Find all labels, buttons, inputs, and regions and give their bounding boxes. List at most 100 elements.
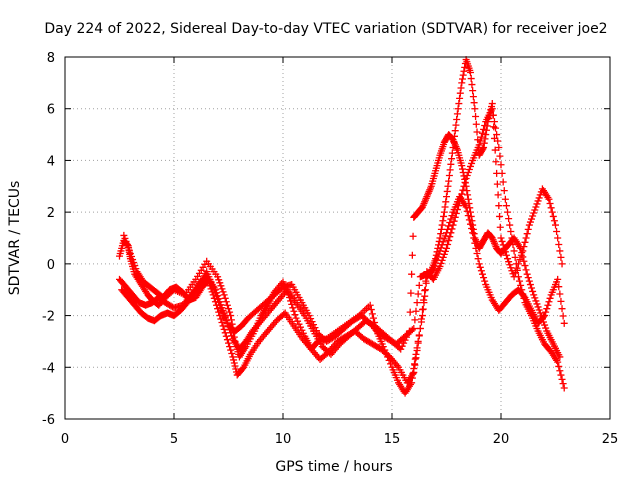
data-point bbox=[220, 325, 228, 333]
data-point bbox=[444, 225, 452, 233]
data-point bbox=[121, 234, 129, 242]
data-point bbox=[443, 229, 450, 237]
data-point bbox=[554, 358, 562, 366]
data-point bbox=[533, 200, 541, 208]
data-point bbox=[129, 256, 137, 264]
data-point bbox=[312, 327, 320, 335]
data-point bbox=[472, 244, 480, 252]
data-point bbox=[367, 306, 375, 314]
data-point bbox=[440, 235, 448, 243]
data-point bbox=[225, 339, 232, 347]
data-point bbox=[445, 172, 453, 180]
data-point bbox=[398, 342, 406, 350]
data-point bbox=[215, 295, 223, 303]
data-point bbox=[368, 310, 376, 318]
data-point bbox=[223, 301, 231, 309]
data-point bbox=[557, 253, 565, 261]
data-point bbox=[407, 289, 415, 297]
data-point bbox=[495, 144, 503, 151]
data-point bbox=[559, 312, 567, 320]
data-point bbox=[535, 194, 543, 202]
data-point bbox=[231, 362, 239, 370]
data-point bbox=[492, 124, 500, 132]
data-point bbox=[443, 193, 450, 201]
data-point bbox=[445, 237, 453, 245]
data-point bbox=[530, 291, 538, 299]
data-point bbox=[550, 217, 558, 225]
data-point bbox=[469, 93, 477, 101]
data-point bbox=[490, 118, 498, 126]
data-point bbox=[560, 384, 568, 392]
data-point bbox=[524, 225, 532, 233]
data-point bbox=[475, 260, 483, 268]
data-point bbox=[518, 249, 526, 257]
data-point bbox=[532, 297, 540, 305]
data-points bbox=[116, 56, 568, 397]
data-point bbox=[496, 212, 504, 220]
data-point bbox=[220, 310, 228, 318]
data-point bbox=[508, 234, 516, 242]
data-point bbox=[230, 356, 238, 364]
data-point bbox=[545, 298, 553, 306]
y-axis-label: SDTVAR / TECUs bbox=[7, 181, 23, 296]
data-point bbox=[542, 308, 550, 316]
data-point bbox=[436, 247, 444, 255]
data-point bbox=[126, 250, 134, 258]
data-point bbox=[489, 111, 497, 119]
data-point bbox=[500, 187, 508, 195]
data-point bbox=[523, 270, 531, 278]
data-point bbox=[521, 262, 529, 270]
data-point bbox=[436, 234, 444, 242]
data-point bbox=[412, 307, 420, 315]
data-point bbox=[412, 354, 420, 362]
data-point bbox=[482, 131, 490, 139]
data-point bbox=[440, 208, 448, 216]
data-point bbox=[131, 262, 139, 270]
data-point bbox=[541, 312, 549, 320]
x-tick-label: 10 bbox=[275, 432, 292, 447]
data-point bbox=[214, 273, 222, 281]
data-point bbox=[505, 215, 513, 223]
data-point bbox=[464, 168, 472, 176]
data-point bbox=[447, 215, 455, 223]
data-point bbox=[432, 259, 440, 267]
data-point bbox=[529, 212, 537, 220]
data-point bbox=[470, 99, 478, 107]
data-point bbox=[548, 208, 556, 216]
data-point bbox=[217, 301, 225, 309]
data-point bbox=[222, 332, 230, 340]
data-point bbox=[410, 325, 418, 332]
data-point bbox=[408, 270, 416, 278]
y-tick-label: 0 bbox=[47, 258, 55, 273]
data-point bbox=[519, 253, 527, 261]
data-point bbox=[219, 307, 227, 315]
data-point bbox=[419, 306, 427, 314]
data-point bbox=[501, 195, 509, 203]
data-point bbox=[523, 230, 531, 238]
data-point bbox=[125, 246, 133, 254]
data-point bbox=[466, 220, 474, 228]
data-point bbox=[466, 162, 474, 170]
data-point bbox=[420, 296, 428, 304]
data-point bbox=[468, 81, 476, 89]
data-point bbox=[291, 311, 299, 319]
data-point bbox=[512, 260, 520, 268]
data-point bbox=[478, 270, 486, 278]
data-point bbox=[366, 301, 374, 309]
data-point bbox=[445, 222, 453, 230]
data-point bbox=[421, 287, 429, 295]
data-point bbox=[446, 166, 454, 174]
data-point bbox=[439, 217, 447, 225]
data-point bbox=[542, 324, 550, 332]
data-point bbox=[496, 152, 504, 160]
data-point bbox=[308, 318, 316, 326]
data-point bbox=[529, 287, 537, 295]
data-point bbox=[517, 281, 525, 289]
y-tick-label: -2 bbox=[42, 310, 55, 325]
data-point bbox=[558, 260, 566, 268]
data-point bbox=[497, 161, 505, 169]
data-point bbox=[428, 266, 436, 274]
data-point bbox=[437, 225, 445, 233]
data-point bbox=[217, 282, 225, 290]
data-point bbox=[472, 120, 480, 128]
